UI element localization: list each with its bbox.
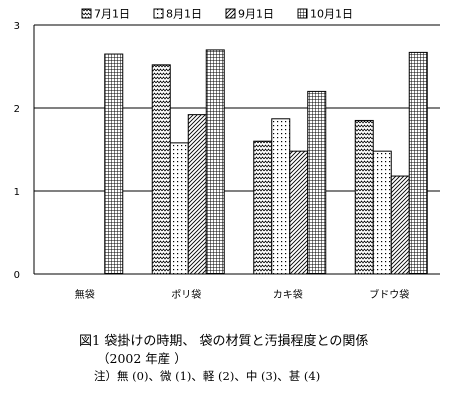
legend-label-2: 9月1日: [238, 8, 274, 21]
bar-3-1: [372, 150, 392, 275]
bar-2-1: [271, 118, 291, 275]
legend-label-3: 10月1日: [310, 8, 353, 21]
legend-swatch-3: [297, 8, 308, 19]
legend-label-1: 8月1日: [166, 8, 202, 21]
x-tick-label: ブドウ袋: [369, 288, 409, 301]
legend: 7月1日 8月1日 9月1日 10月1日: [81, 8, 353, 21]
bar-3-2: [390, 175, 410, 275]
bar-2-0: [253, 140, 273, 275]
y-tick-label: 3: [14, 21, 20, 32]
bar-2-2: [289, 150, 309, 275]
legend-swatch-0: [81, 8, 92, 19]
figure-caption-subtitle: （2002 年産 ）: [97, 351, 187, 366]
y-tick-label: 1: [14, 187, 20, 198]
y-tick-labels: 0 1 2 3: [14, 21, 20, 281]
x-tick-labels: 無袋 ポリ袋 カキ袋 ブドウ袋: [75, 288, 410, 301]
figure-caption-title: 図1 袋掛けの時期、 袋の材質と汚損程度との関係: [79, 334, 369, 349]
legend-swatch-1: [153, 8, 164, 19]
x-tick-label: 無袋: [75, 288, 95, 301]
legend-label-0: 7月1日: [94, 8, 130, 21]
bars: [104, 49, 428, 275]
legend-swatch-2: [225, 8, 236, 19]
figure-caption-note: 注）無 (0)、微 (1)、軽 (2)、中 (3)、甚 (4): [94, 369, 321, 383]
bar-1-3: [205, 49, 225, 275]
bar-1-1: [169, 142, 189, 275]
bar-1-0: [151, 64, 171, 275]
y-tick-label: 0: [14, 270, 20, 281]
bar-1-2: [187, 114, 207, 275]
bar-3-0: [354, 119, 374, 275]
y-tick-label: 2: [14, 104, 20, 115]
bar-2-3: [307, 90, 327, 275]
bar-0-3: [104, 53, 124, 275]
bar-3-3: [408, 51, 428, 275]
bar-chart: 0 1 2 3 無袋 ポリ袋 カキ袋 ブドウ袋 7月1日 8月1日 9月1日 10月1日: [14, 8, 440, 301]
x-tick-label: ポリ袋: [171, 288, 201, 301]
x-tick-label: カキ袋: [273, 288, 303, 301]
